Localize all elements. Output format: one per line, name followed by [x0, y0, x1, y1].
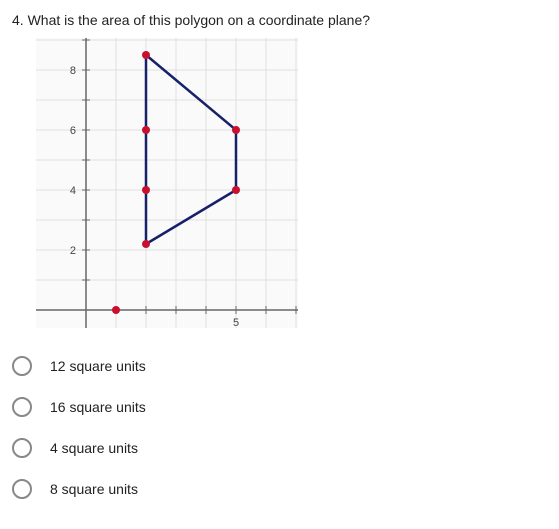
option-label: 12 square units [50, 358, 146, 374]
radio-icon [12, 479, 32, 499]
option-d[interactable]: 8 square units [12, 468, 547, 509]
question-text: What is the area of this polygon on a co… [28, 12, 370, 28]
option-a[interactable]: 12 square units [12, 345, 547, 386]
option-label: 4 square units [50, 440, 138, 456]
option-label: 8 square units [50, 481, 138, 497]
radio-icon [12, 397, 32, 417]
option-c[interactable]: 4 square units [12, 427, 547, 468]
svg-text:2: 2 [70, 245, 76, 257]
polygon-chart: 5 2 4 6 8 [36, 38, 547, 331]
svg-text:4: 4 [70, 185, 76, 197]
answer-options: 12 square units 16 square units 4 square… [12, 345, 547, 509]
svg-text:5: 5 [233, 317, 239, 328]
option-label: 16 square units [50, 399, 146, 415]
radio-icon [12, 356, 32, 376]
option-b[interactable]: 16 square units [12, 386, 547, 427]
question-number: 4. [12, 12, 24, 28]
radio-icon [12, 438, 32, 458]
svg-text:8: 8 [70, 65, 76, 77]
svg-text:6: 6 [70, 125, 76, 137]
chart-svg: 5 2 4 6 8 [36, 38, 298, 328]
question-line: 4. What is the area of this polygon on a… [12, 12, 547, 28]
